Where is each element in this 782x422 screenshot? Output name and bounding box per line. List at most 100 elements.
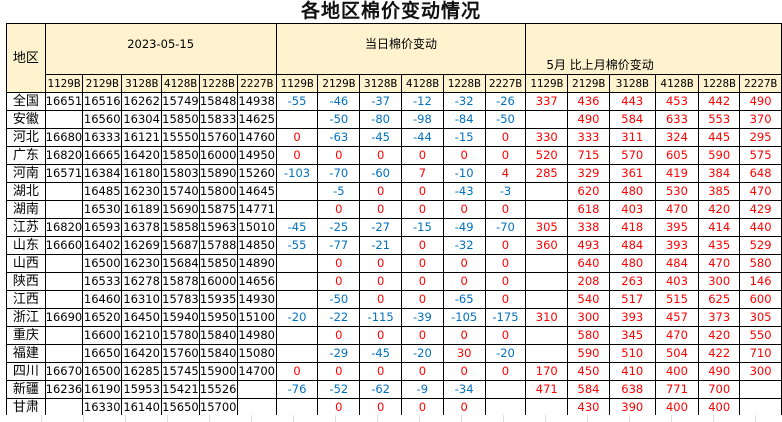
price-cell: 16665 <box>82 146 123 165</box>
daily-cell: 0 <box>317 272 361 291</box>
price-cell: 16571 <box>44 164 84 183</box>
price-cell: 16560 <box>82 110 123 129</box>
daily-cell: 0 <box>401 254 444 273</box>
price-cell: 16189 <box>121 200 163 219</box>
daily-cell: 0 <box>484 290 527 309</box>
price-cell: 14980 <box>236 326 277 345</box>
monthly-cell: 436 <box>567 92 610 111</box>
price-cell: 14760 <box>236 128 277 147</box>
table-row: 河南 16571 16384 16180 15803 15890 15260 -103 -70-… <box>6 164 782 183</box>
monthly-cell: 414 <box>698 218 741 237</box>
monthly-cell: 584 <box>608 110 656 129</box>
daily-cell: -50 <box>317 110 361 129</box>
daily-cell: 0 <box>359 362 402 381</box>
region-cell: 甘肃 <box>6 398 46 417</box>
monthly-cell: 361 <box>608 164 656 183</box>
price-cell: 15700 <box>198 398 238 417</box>
monthly-cell: 310 <box>525 308 569 327</box>
monthly-cell: 420 <box>698 326 741 345</box>
monthly-cell: 305 <box>739 308 782 327</box>
monthly-cell: 300 <box>698 272 741 291</box>
daily-cell: 0 <box>442 272 486 291</box>
monthly-cell: 510 <box>608 344 656 363</box>
daily-cell: -65 <box>442 290 486 309</box>
daily-cell: -46 <box>317 92 361 111</box>
monthly-cell: 170 <box>525 362 569 381</box>
daily-cell: 0 <box>359 182 402 201</box>
price-cell: 16190 <box>82 380 123 399</box>
monthly-cell: 471 <box>525 380 569 399</box>
monthly-cell: 393 <box>654 236 700 255</box>
monthly-cell: 550 <box>739 326 782 345</box>
daily-cell: 0 <box>317 326 361 345</box>
monthly-cell: 445 <box>698 128 741 147</box>
region-cell: 河南 <box>6 164 46 183</box>
price-cell <box>44 110 84 129</box>
daily-cell: -12 <box>401 92 444 111</box>
price-cell: 16230 <box>121 254 163 273</box>
monthly-cell: 453 <box>654 92 700 111</box>
price-cell: 15749 <box>161 92 200 111</box>
daily-cell: -9 <box>401 380 444 399</box>
monthly-cell: 419 <box>654 164 700 183</box>
monthly-cell <box>525 254 569 273</box>
monthly-cell: 384 <box>698 164 741 183</box>
monthly-cell: 146 <box>739 272 782 291</box>
price-cell <box>44 200 84 219</box>
daily-cell: -175 <box>484 308 527 327</box>
monthly-cell: 490 <box>739 92 782 111</box>
table-row: 广东 16820 16665 16420 15850 16000 14950 0 0 0 0 0 0 52… <box>6 146 782 165</box>
daily-cell: 0 <box>484 326 527 345</box>
monthly-cell: 490 <box>698 362 741 381</box>
price-cell: 16500 <box>82 362 123 381</box>
monthly-cell: 300 <box>739 362 782 381</box>
monthly-cell: 208 <box>567 272 610 291</box>
table-row: 新疆 16236 16190 15953 15421 15526 -76 -52 -62 -9 -3… <box>6 380 782 399</box>
monthly-cell: 442 <box>698 92 741 111</box>
price-cell: 15687 <box>161 236 200 255</box>
monthly-cell: 450 <box>567 362 610 381</box>
daily-cell: 0 <box>484 362 527 381</box>
daily-cell: 0 <box>442 362 486 381</box>
monthly-cell: 480 <box>608 254 656 273</box>
daily-cell <box>275 182 319 201</box>
price-cell: 15803 <box>161 164 200 183</box>
price-cell: 15100 <box>236 308 277 327</box>
price-cell <box>44 344 84 363</box>
table-row: 福建 16650 16420 15760 15840 15080 -29 -45 -20 30 -2… <box>6 344 782 363</box>
table-row: 全国 16651 16516 16262 15749 15848 14938 -55 -46 -3… <box>6 92 782 111</box>
daily-cell: 0 <box>359 290 402 309</box>
price-cell: 15760 <box>161 344 200 363</box>
price-cell: 15550 <box>161 128 200 147</box>
region-cell: 福建 <box>6 344 46 363</box>
price-cell: 15875 <box>198 200 238 219</box>
price-cell: 16450 <box>121 308 163 327</box>
monthly-cell <box>525 290 569 309</box>
price-grade-header: 1228B <box>198 74 238 93</box>
daily-cell: -27 <box>359 218 402 237</box>
monthly-cell <box>525 344 569 363</box>
monthly-cell: 285 <box>525 164 569 183</box>
daily-cell: 4 <box>484 164 527 183</box>
price-cell: 16650 <box>82 344 123 363</box>
price-cell: 16600 <box>82 326 123 345</box>
price-cell: 15526 <box>198 380 238 399</box>
daily-cell <box>275 290 319 309</box>
monthly-cell <box>739 380 782 399</box>
monthly-cell: 329 <box>567 164 610 183</box>
price-cell: 15800 <box>198 182 238 201</box>
price-cell: 14771 <box>236 200 277 219</box>
daily-cell: 0 <box>359 326 402 345</box>
daily-cell: -20 <box>401 344 444 363</box>
daily-cell: -45 <box>275 218 319 237</box>
price-cell <box>44 398 84 417</box>
price-cell: 16651 <box>44 92 84 111</box>
daily-cell: -43 <box>442 182 486 201</box>
daily-cell: -45 <box>359 344 402 363</box>
daily-cell: 0 <box>442 398 486 417</box>
monthly-cell: 605 <box>654 146 700 165</box>
monthly-grade-header: 1228B <box>698 74 741 93</box>
price-cell: 15783 <box>161 290 200 309</box>
cotton-price-table: 地区 2023-05-15 当日棉价变动 5月 比上月棉价变动 1129B 212… <box>6 23 782 417</box>
price-cell: 16660 <box>44 236 84 255</box>
